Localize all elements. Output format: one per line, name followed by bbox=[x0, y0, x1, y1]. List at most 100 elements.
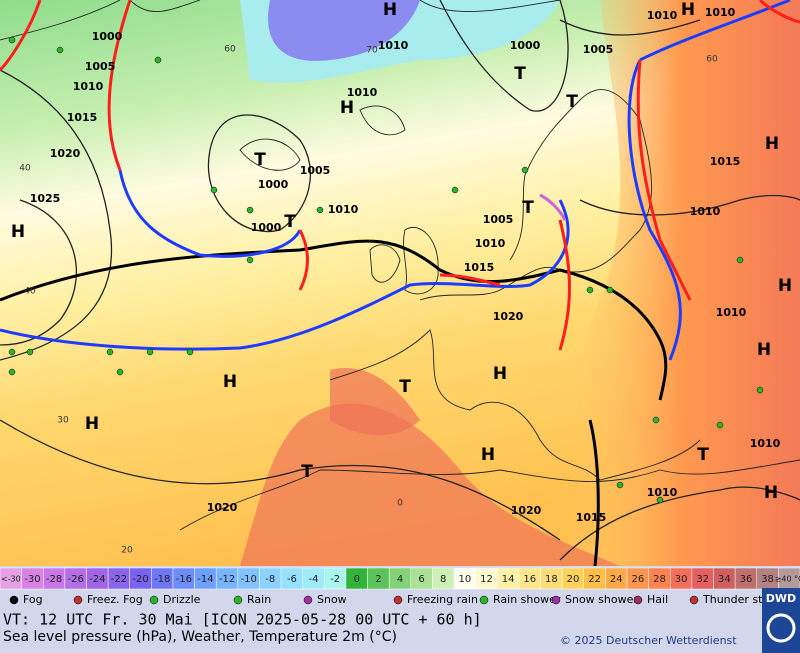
isobar-label: 1010 bbox=[475, 237, 506, 250]
pressure-center: H bbox=[764, 483, 778, 503]
scale-label: -20 bbox=[132, 574, 148, 585]
temperature-label: 30 bbox=[57, 416, 69, 426]
isobar-label: 1010 bbox=[750, 437, 781, 450]
isobar-label: 1000 bbox=[92, 30, 123, 43]
scale-label: -30 bbox=[24, 574, 40, 585]
temperature-label: 0 bbox=[397, 499, 403, 509]
scale-label: 34 bbox=[718, 574, 731, 585]
isobar-label: 1025 bbox=[30, 192, 61, 205]
isobar-label: 1020 bbox=[207, 501, 238, 514]
trough-line bbox=[0, 239, 668, 401]
copyright: © 2025 Deutscher Wetterdienst bbox=[560, 634, 737, 647]
weather-icon bbox=[233, 595, 243, 605]
cold-front bbox=[639, 0, 791, 62]
pressure-center: H bbox=[757, 340, 771, 360]
pressure-center: T bbox=[284, 212, 296, 232]
weather-legend-label: Snow bbox=[317, 593, 347, 606]
weather-legend-label: Rain bbox=[247, 593, 271, 606]
weather-legend-label: Fog bbox=[23, 593, 43, 606]
weather-symbols bbox=[8, 36, 764, 504]
isobar-label: 1005 bbox=[483, 213, 514, 226]
scale-label: -22 bbox=[111, 574, 127, 585]
cold-front bbox=[118, 169, 302, 258]
pressure-center: T bbox=[522, 198, 534, 218]
pressure-center: H bbox=[11, 222, 25, 242]
very-cold-area bbox=[268, 0, 420, 61]
isobar-label: 1010 bbox=[378, 39, 409, 52]
pressure-center: T bbox=[301, 462, 313, 482]
pressure-center: H bbox=[765, 134, 779, 154]
isobar-label: 1010 bbox=[328, 203, 359, 216]
weather-legend-label: Freez. Fog bbox=[87, 593, 143, 606]
weather-legend-label: Snow shower bbox=[565, 593, 638, 606]
scale-label: 2 bbox=[375, 574, 381, 585]
scale-label: 18 bbox=[545, 574, 558, 585]
occlusion bbox=[539, 193, 567, 221]
pressure-center: H bbox=[681, 0, 695, 20]
pressure-center: T bbox=[399, 377, 411, 397]
scale-label: -28 bbox=[46, 574, 62, 585]
valid-time: VT: 12 UTC Fr. 30 Mai [ICON 2025-05-28 0… bbox=[3, 611, 482, 629]
isobar-label: 1020 bbox=[511, 504, 542, 517]
pressure-center: T bbox=[514, 64, 526, 84]
scale-label: -14 bbox=[197, 574, 213, 585]
trough-line bbox=[588, 419, 600, 567]
scale-label: 6 bbox=[418, 574, 424, 585]
scale-label: 0 bbox=[354, 574, 360, 585]
weather-icon bbox=[9, 595, 19, 605]
scale-label: -2 bbox=[330, 574, 340, 585]
isobar-label: 1015 bbox=[710, 155, 741, 168]
weather-icon bbox=[393, 595, 403, 605]
weather-icon bbox=[73, 595, 83, 605]
temperature-label: 70 bbox=[366, 46, 378, 56]
isobar-label: 1010 bbox=[347, 86, 378, 99]
pressure-center: H bbox=[223, 372, 237, 392]
scale-label: 10 bbox=[458, 574, 471, 585]
scale-label: -6 bbox=[287, 574, 297, 585]
temperature-label: 20 bbox=[121, 546, 133, 556]
cold-front bbox=[0, 199, 570, 351]
isobar-label: 1010 bbox=[647, 486, 678, 499]
pressure-center: T bbox=[697, 445, 709, 465]
weather-legend-label: Rain shower bbox=[493, 593, 561, 606]
scale-label: 22 bbox=[588, 574, 601, 585]
dwd-logo-mark bbox=[766, 613, 796, 643]
scale-label: 8 bbox=[440, 574, 446, 585]
pressure-center: T bbox=[254, 150, 266, 170]
isobar-label: 1000 bbox=[258, 178, 289, 191]
scale-label: 36 bbox=[740, 574, 753, 585]
isobar-label: 1005 bbox=[583, 43, 614, 56]
scale-label: -18 bbox=[154, 574, 170, 585]
warm-front bbox=[0, 0, 800, 351]
isobar-label: 1020 bbox=[493, 310, 524, 323]
weather-icon bbox=[551, 595, 561, 605]
isobar-label: 1005 bbox=[300, 164, 331, 177]
scale-label: -24 bbox=[89, 574, 105, 585]
hot-area bbox=[240, 403, 620, 566]
weather-legend-label: Freezing rain bbox=[407, 593, 478, 606]
isobar-label: 1005 bbox=[85, 60, 116, 73]
pressure-center: H bbox=[778, 276, 792, 296]
scale-label: <-30 bbox=[1, 575, 21, 584]
hot-area bbox=[330, 368, 420, 435]
weather-legend-label: Drizzle bbox=[163, 593, 201, 606]
weather-legend-label: Hail bbox=[647, 593, 668, 606]
weather-icon bbox=[303, 595, 313, 605]
pressure-center: T bbox=[566, 92, 578, 112]
scale-label: 20 bbox=[567, 574, 580, 585]
weather-icon bbox=[633, 595, 643, 605]
scale-label: 24 bbox=[610, 574, 623, 585]
scale-label: 4 bbox=[397, 574, 403, 585]
pressure-center: H bbox=[493, 364, 507, 384]
isobar-label: 1015 bbox=[464, 261, 495, 274]
cold-front bbox=[627, 59, 682, 361]
isobar-label: 1010 bbox=[705, 6, 736, 19]
scale-label: ≥40 °C bbox=[775, 575, 800, 584]
isobar-label: 1000 bbox=[510, 39, 541, 52]
temperature-label: 60 bbox=[706, 55, 718, 65]
isobar-label: 1010 bbox=[73, 80, 104, 93]
dwd-logo-text: DWD bbox=[766, 592, 796, 605]
isobar-label: 1010 bbox=[690, 205, 721, 218]
scale-label: 16 bbox=[523, 574, 536, 585]
isobar-label: 1000 bbox=[251, 221, 282, 234]
